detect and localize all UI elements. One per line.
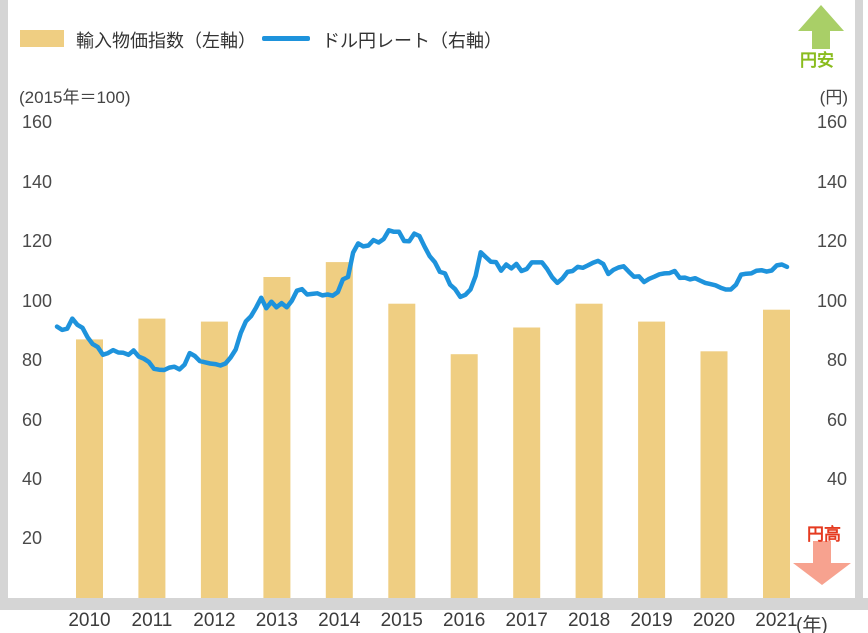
bar-2020 [700, 351, 728, 598]
year-label-2011: 2011 [131, 610, 173, 631]
right-axis-tick-label: 100 [816, 290, 847, 311]
left-axis-tick-label: 160 [22, 112, 53, 133]
x-axis-baseline [0, 598, 868, 610]
year-label-2020: 2020 [692, 610, 736, 631]
left-axis-tick-label: 140 [22, 171, 53, 192]
year-label-2017: 2017 [505, 610, 548, 631]
yen-depreciation-arrow-icon [798, 5, 844, 49]
plot-frame-right [855, 0, 863, 610]
year-label-2019: 2019 [630, 610, 673, 631]
usdjpy-line [54, 228, 790, 373]
year-label-2012: 2012 [193, 610, 236, 631]
left-axis-tick-label: 40 [22, 469, 43, 490]
legend-line-swatch [262, 36, 310, 41]
right-axis-tick-label: 140 [816, 171, 847, 192]
year-label-2016: 2016 [443, 610, 486, 631]
yen-appreciation-arrow-icon [793, 541, 851, 585]
right-axis-tick-label: 60 [826, 409, 847, 430]
bar-2019 [638, 321, 666, 598]
right-axis-tick-label: 120 [816, 231, 847, 252]
left-axis-tick-label: 60 [22, 409, 43, 430]
bar-2017 [513, 327, 541, 598]
left-axis-tick-label: 100 [22, 290, 53, 311]
right-axis-tick-label: 160 [816, 112, 847, 133]
bar-2016 [450, 354, 478, 598]
bar-2012 [200, 321, 228, 598]
plot-frame-left [0, 0, 8, 610]
bar-series [76, 262, 790, 598]
year-label-2013: 2013 [255, 610, 298, 631]
legend-bar-swatch [20, 30, 64, 47]
bar-2015 [388, 303, 416, 598]
bar-2013 [263, 277, 291, 598]
bar-2018 [575, 303, 603, 598]
yen-appreciation-label: 円高 [807, 525, 841, 544]
left-axis-tick-label: 120 [22, 231, 53, 252]
year-label-2014: 2014 [318, 610, 361, 631]
bar-2014 [325, 262, 353, 598]
legend-line-label: ドル円レート（右軸） [322, 31, 502, 51]
bar-2010 [76, 339, 103, 598]
left-axis-tick-label: 20 [22, 528, 43, 549]
year-label-2010: 2010 [68, 610, 111, 631]
left-axis-tick-label: 80 [22, 350, 43, 371]
left-axis-unit: (2015年＝100) [19, 88, 131, 107]
year-label-2015: 2015 [380, 610, 423, 631]
legend-bar-label: 輸入物価指数（左軸） [76, 31, 256, 51]
right-axis-tick-label: 80 [826, 350, 847, 371]
yen-depreciation-label: 円安 [800, 51, 834, 70]
year-label-2021: 2021 [755, 610, 798, 631]
right-axis-unit: (円) [819, 88, 848, 107]
year-label-2018: 2018 [567, 610, 611, 631]
bar-2021 [763, 309, 790, 598]
right-axis-tick-label: 40 [826, 469, 847, 490]
x-axis-labels: (年) 2010 2011 2012 2013 2014 2015 2016 2017 2018… [0, 608, 868, 633]
x-axis-suffix: (年) [796, 615, 828, 633]
